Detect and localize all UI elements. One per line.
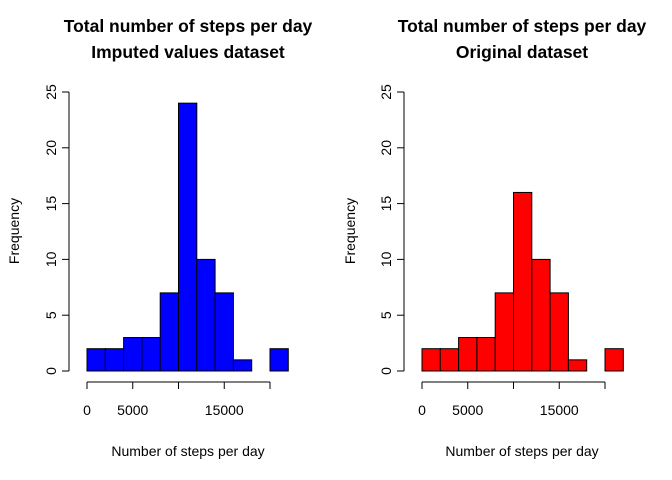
bar	[178, 102, 198, 372]
bar	[567, 359, 588, 372]
x-axis-imputed: 0 5000 15000	[83, 381, 271, 418]
y-tick-label: 25	[378, 84, 394, 100]
bar	[159, 292, 179, 372]
bar	[214, 292, 234, 372]
bars-imputed	[86, 102, 289, 372]
x-tick-label: 5000	[117, 402, 148, 418]
bar	[232, 359, 253, 372]
y-tick-label: 0	[43, 367, 59, 375]
ylabel-original: Frequency	[342, 198, 358, 264]
ylabel-imputed: Frequency	[6, 198, 22, 264]
bar	[86, 348, 106, 372]
bar	[269, 348, 289, 372]
x-tick-label: 15000	[205, 402, 244, 418]
bars-original	[421, 191, 624, 372]
bar	[196, 258, 216, 372]
title-imputed-line2: Imputed values dataset	[91, 42, 285, 62]
x-tick-label: 0	[418, 402, 426, 418]
bar	[421, 348, 441, 372]
bar	[439, 348, 460, 372]
xlabel-original: Number of steps per day	[445, 443, 598, 459]
bar	[123, 337, 143, 372]
y-axis-imputed: 0 5 10 15 20 25	[43, 84, 70, 375]
panel-original: Total number of steps per day Original d…	[342, 16, 647, 459]
bar	[531, 258, 551, 372]
x-axis-original: 0 5000 15000	[418, 381, 606, 418]
y-axis-original: 0 5 10 15 20 25	[378, 84, 405, 375]
x-tick-label: 15000	[540, 402, 579, 418]
title-original-line2: Original dataset	[456, 42, 588, 62]
y-tick-label: 5	[378, 311, 394, 319]
bar	[458, 337, 478, 372]
y-tick-label: 0	[378, 367, 394, 375]
y-tick-label: 5	[43, 311, 59, 319]
title-imputed-line1: Total number of steps per day	[64, 16, 313, 36]
y-tick-label: 15	[43, 196, 59, 212]
bar	[476, 337, 496, 372]
bar	[549, 292, 569, 372]
bar	[494, 292, 515, 372]
y-tick-label: 20	[43, 140, 59, 156]
bar	[141, 337, 161, 372]
bar	[604, 348, 624, 372]
y-tick-label: 25	[43, 84, 59, 100]
bar	[513, 191, 533, 372]
title-original-line1: Total number of steps per day	[398, 16, 647, 36]
x-tick-label: 5000	[452, 402, 483, 418]
y-tick-label: 15	[378, 196, 394, 212]
xlabel-imputed: Number of steps per day	[111, 443, 264, 459]
y-tick-label: 10	[378, 251, 394, 267]
panel-imputed: Total number of steps per day Imputed va…	[6, 16, 313, 459]
bar	[104, 348, 125, 372]
x-tick-label: 0	[83, 402, 91, 418]
y-tick-label: 10	[43, 251, 59, 267]
y-tick-label: 20	[378, 140, 394, 156]
